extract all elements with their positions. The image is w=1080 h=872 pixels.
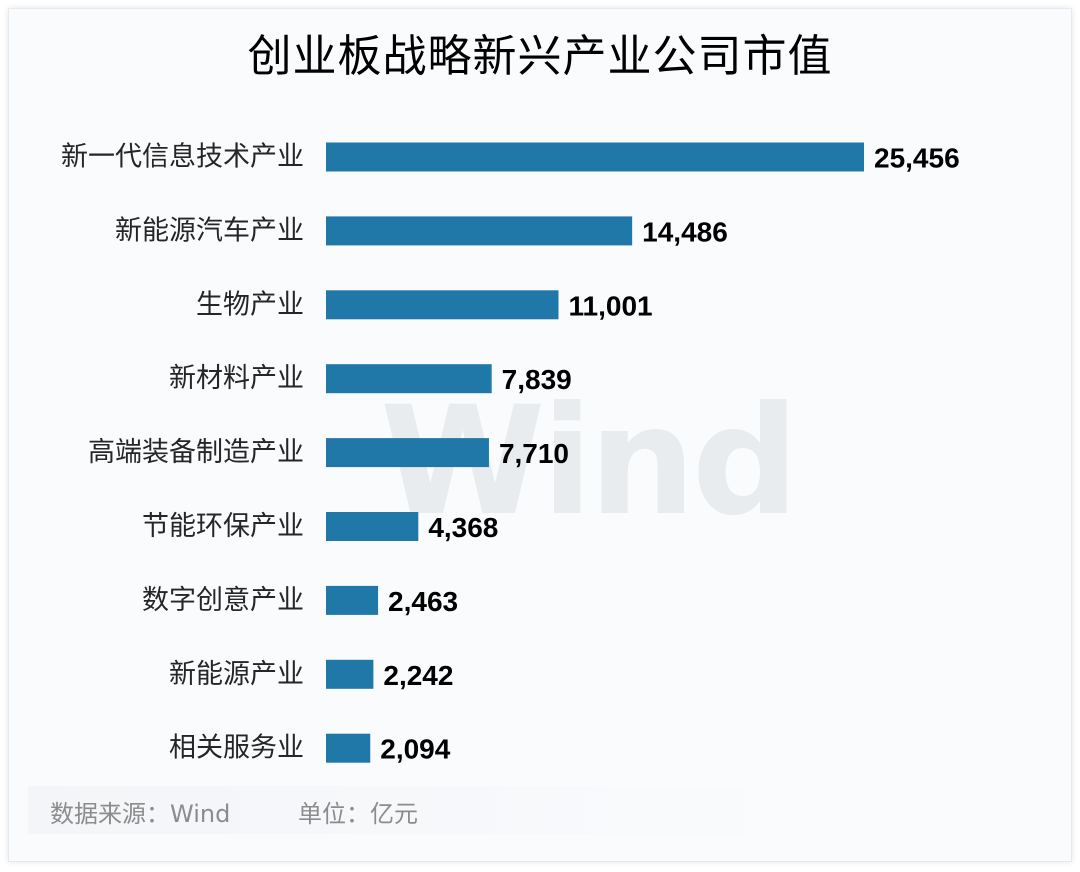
bar bbox=[326, 585, 379, 615]
category-label: 节能环保产业 bbox=[142, 511, 304, 542]
category-label: 新能源汽车产业 bbox=[115, 215, 304, 246]
bar bbox=[326, 659, 374, 689]
unit-note: 单位：亿元 bbox=[298, 800, 418, 828]
value-label: 2,242 bbox=[383, 660, 453, 691]
bar bbox=[326, 438, 489, 468]
category-label: 新能源产业 bbox=[169, 659, 304, 690]
value-label: 25,456 bbox=[874, 143, 960, 174]
footer-band bbox=[28, 786, 810, 834]
category-label: 新材料产业 bbox=[169, 363, 304, 394]
data-source-note: 数据来源：Wind bbox=[50, 800, 231, 828]
bar bbox=[326, 364, 492, 394]
value-label: 11,001 bbox=[569, 290, 653, 321]
bar bbox=[326, 290, 559, 320]
chart-title: 创业板战略新兴产业公司市值 bbox=[247, 31, 833, 82]
value-label: 4,368 bbox=[428, 512, 498, 543]
category-label: 相关服务业 bbox=[169, 733, 304, 764]
category-label: 数字创意产业 bbox=[142, 585, 304, 616]
bar bbox=[326, 216, 633, 246]
value-label: 14,486 bbox=[642, 216, 728, 247]
category-label: 生物产业 bbox=[196, 289, 304, 320]
category-label: 高端装备制造产业 bbox=[88, 437, 304, 468]
category-label: 新一代信息技术产业 bbox=[61, 142, 304, 173]
value-label: 2,094 bbox=[380, 734, 450, 765]
value-label: 2,463 bbox=[388, 586, 458, 617]
bar bbox=[326, 512, 419, 541]
value-label: 7,710 bbox=[499, 438, 569, 469]
bar bbox=[326, 733, 371, 763]
bar bbox=[326, 142, 864, 172]
value-label: 7,839 bbox=[502, 364, 572, 395]
